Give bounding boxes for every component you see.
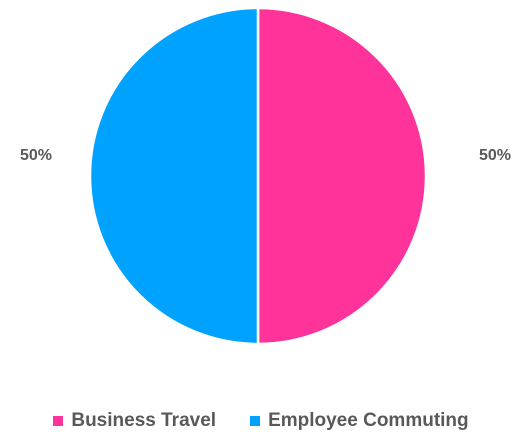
pie-slice-employee-commuting xyxy=(88,6,260,346)
legend-item-employee-commuting: Employee Commuting xyxy=(250,410,469,432)
legend-swatch-business-travel xyxy=(53,416,64,426)
legend-item-business-travel: Business Travel xyxy=(53,410,216,432)
data-label-business-travel: 50% xyxy=(479,147,511,164)
legend-label-employee-commuting: Employee Commuting xyxy=(268,410,469,431)
legend-swatch-employee-commuting xyxy=(250,416,261,426)
legend-label-business-travel: Business Travel xyxy=(71,410,217,431)
chart-legend: Business Travel Employee Commuting xyxy=(0,408,522,434)
pie-slice-business-travel xyxy=(256,6,428,346)
data-label-employee-commuting: 50% xyxy=(20,147,52,164)
